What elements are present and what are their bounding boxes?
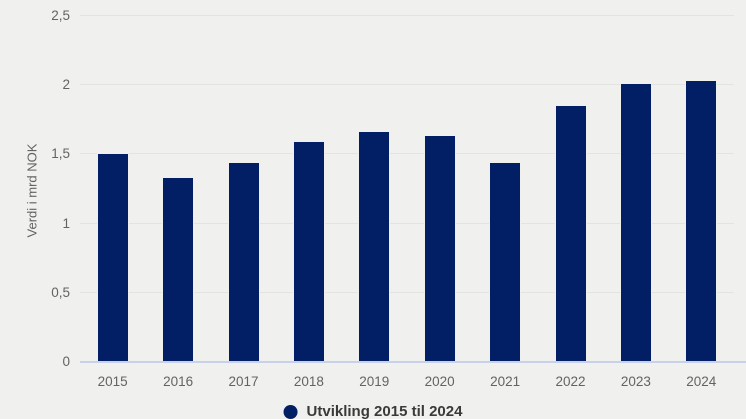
gridline	[80, 15, 734, 16]
bar-2016[interactable]	[162, 176, 195, 361]
gridline	[80, 84, 734, 86]
legend-item[interactable]: Utvikling 2015 til 2024	[283, 403, 463, 419]
y-tick-label: 0,5	[51, 284, 70, 300]
gridline	[80, 153, 734, 155]
bar-2021[interactable]	[489, 161, 522, 361]
gridline	[80, 291, 734, 293]
bar-2017[interactable]	[227, 161, 260, 361]
x-tick-label: 2021	[490, 374, 521, 389]
x-tick-label: 2019	[359, 374, 390, 389]
bar-2022[interactable]	[554, 104, 587, 361]
x-tick-label: 2015	[97, 374, 128, 389]
bar-2023[interactable]	[619, 82, 652, 361]
x-tick-label: 2016	[163, 374, 194, 389]
y-tick-label: 0	[62, 354, 70, 369]
legend-series-marker-icon	[283, 404, 298, 419]
y-tick-label: 1,5	[51, 146, 70, 162]
x-tick-label: 2024	[686, 374, 717, 389]
y-tick-label: 2,5	[51, 8, 70, 23]
x-tick-label: 2017	[228, 374, 259, 389]
x-tick-label: 2023	[620, 374, 651, 389]
y-tick-label: 2	[62, 77, 70, 93]
x-tick-label: 2020	[424, 374, 455, 389]
gridline	[80, 222, 734, 224]
x-axis-line	[80, 361, 746, 363]
bar-2024[interactable]	[685, 80, 718, 361]
x-tick-label: 2018	[293, 374, 324, 389]
x-tick-label: 2022	[555, 374, 586, 389]
bar-2019[interactable]	[358, 131, 391, 361]
bar-2020[interactable]	[423, 135, 456, 361]
bar-2015[interactable]	[96, 153, 129, 361]
bar-2018[interactable]	[292, 140, 325, 361]
legend-label: Utvikling 2015 til 2024	[306, 403, 463, 419]
y-tick-label: 1	[62, 215, 70, 231]
